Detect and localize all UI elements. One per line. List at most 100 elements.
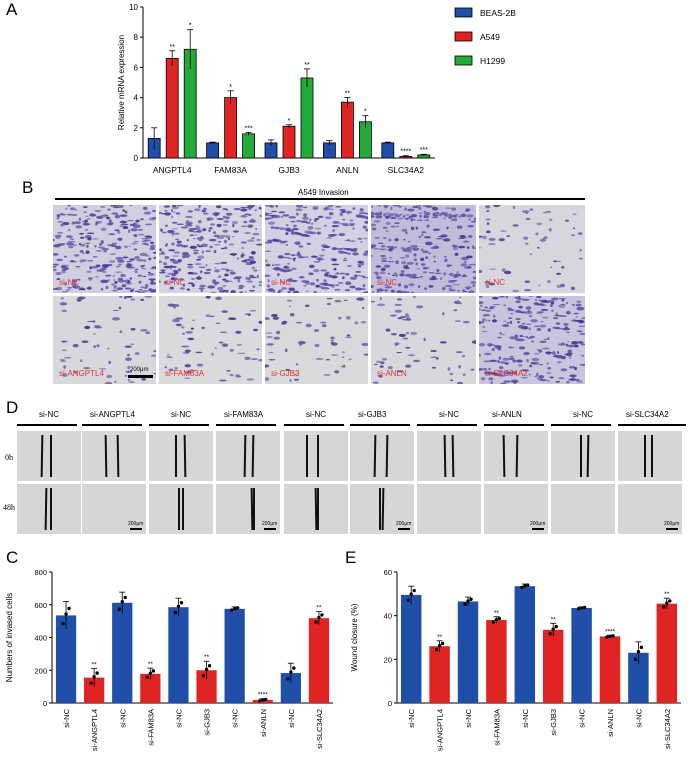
bar <box>84 677 105 703</box>
data-point <box>605 635 609 639</box>
data-point <box>258 699 262 703</box>
invasion-micrograph: si-NC <box>53 205 156 293</box>
category-label: si-GJB3 <box>549 709 558 736</box>
data-point <box>576 606 581 611</box>
y-tick-label: 600 <box>34 601 47 610</box>
data-point <box>123 595 127 600</box>
group-line-nc <box>417 424 477 426</box>
category-label: si-NC <box>578 708 587 727</box>
wound-scale-label: 200μm <box>128 521 144 527</box>
legend-label: A549 <box>480 32 500 42</box>
cell-stain-pattern <box>164 296 262 382</box>
y-tick-label: 2 <box>134 124 139 133</box>
category-label: FAM83A <box>214 165 247 175</box>
panel-letter-b: B <box>22 178 34 197</box>
data-point <box>314 620 318 624</box>
wound-edge-line <box>50 488 53 530</box>
data-point <box>548 632 552 636</box>
data-point <box>523 584 527 588</box>
significance-mark: * <box>229 84 232 91</box>
y-tick-label: 200 <box>34 666 47 675</box>
micrograph-label: si-GJB3 <box>271 369 300 378</box>
bar <box>514 586 536 703</box>
category-label: si-FAM83A <box>492 709 501 746</box>
wound-edge-line <box>183 434 186 478</box>
data-point <box>466 599 470 603</box>
data-point <box>145 675 150 679</box>
significance-mark: ** <box>664 591 670 598</box>
category-label: si-SLC34A2 <box>315 709 324 749</box>
cell-stain-pattern <box>265 297 368 382</box>
data-point <box>92 675 96 679</box>
wound-image <box>216 484 280 534</box>
wound-image <box>216 431 280 481</box>
wound-edge-line <box>443 434 447 478</box>
significance-mark: ** <box>148 661 154 668</box>
wound-edge-line <box>317 435 320 477</box>
wound-edge-line <box>305 435 308 477</box>
data-point <box>261 698 265 702</box>
y-axis-label: Numbers of invased cells <box>5 593 14 682</box>
data-point <box>292 666 296 670</box>
bar <box>542 629 564 703</box>
wound-edge-line <box>643 435 646 477</box>
data-point <box>639 645 644 650</box>
wound-edge-line <box>586 434 590 478</box>
y-tick-label: 60 <box>384 568 392 577</box>
significance-mark: ** <box>92 662 98 669</box>
wound-label-nc: si-NC <box>171 410 191 419</box>
wound-scale-label: 200μm <box>664 521 680 527</box>
wound-image <box>284 431 348 481</box>
wound-edge-line <box>379 488 382 530</box>
data-point <box>120 600 124 604</box>
significance-mark: ** <box>437 634 443 641</box>
data-point <box>554 624 558 629</box>
micrograph-label: si-FAM83A <box>165 369 205 378</box>
category-label: si-NC <box>521 708 530 727</box>
wound-label-si: si-ANLN <box>492 410 522 419</box>
wound-edge-line <box>50 435 53 477</box>
wound-edge-line <box>253 488 256 530</box>
micrograph-label: si-ANGPTL4 <box>59 369 104 378</box>
category-label: si-NC <box>464 708 473 727</box>
wound-image <box>484 484 548 534</box>
data-point <box>289 670 293 674</box>
bar <box>400 594 422 703</box>
data-point <box>117 607 121 611</box>
wound-image <box>417 431 481 481</box>
data-point <box>497 616 502 621</box>
invasion-micrograph: si-ANGPTL4 <box>53 296 156 384</box>
legend-label: H1299 <box>480 56 505 66</box>
bar <box>486 620 507 703</box>
group-line-si <box>618 424 686 426</box>
category-label: si-NC <box>287 708 296 727</box>
cell-stain-pattern <box>371 205 476 293</box>
y-tick-label: 6 <box>134 63 139 72</box>
wound-edge-line <box>385 434 389 478</box>
bar <box>224 608 245 703</box>
significance-mark: * <box>288 118 291 125</box>
cell-stain-pattern <box>371 296 476 384</box>
wound-edge-line <box>178 488 181 530</box>
category-label: si-NC <box>62 708 71 727</box>
significance-mark: ** <box>204 654 210 661</box>
wound-edge-line <box>174 435 177 477</box>
wound-scale-label: 200μm <box>396 521 412 527</box>
wound-scale-label: 200μm <box>262 521 278 527</box>
significance-mark: * <box>364 109 367 116</box>
wound-image <box>417 484 481 534</box>
data-point <box>229 608 234 612</box>
category-label: SLC34A2 <box>388 165 425 175</box>
wound-image <box>17 484 81 534</box>
bar <box>457 601 479 703</box>
data-point <box>582 605 587 610</box>
data-point <box>463 602 467 606</box>
wound-scale-label: 200μm <box>530 521 546 527</box>
bar <box>599 636 621 703</box>
data-point <box>633 657 638 662</box>
category-label: ANGPTL4 <box>153 165 192 175</box>
bar <box>280 673 301 703</box>
legend-swatch <box>454 7 473 18</box>
data-point <box>201 673 206 678</box>
data-point <box>176 604 181 609</box>
